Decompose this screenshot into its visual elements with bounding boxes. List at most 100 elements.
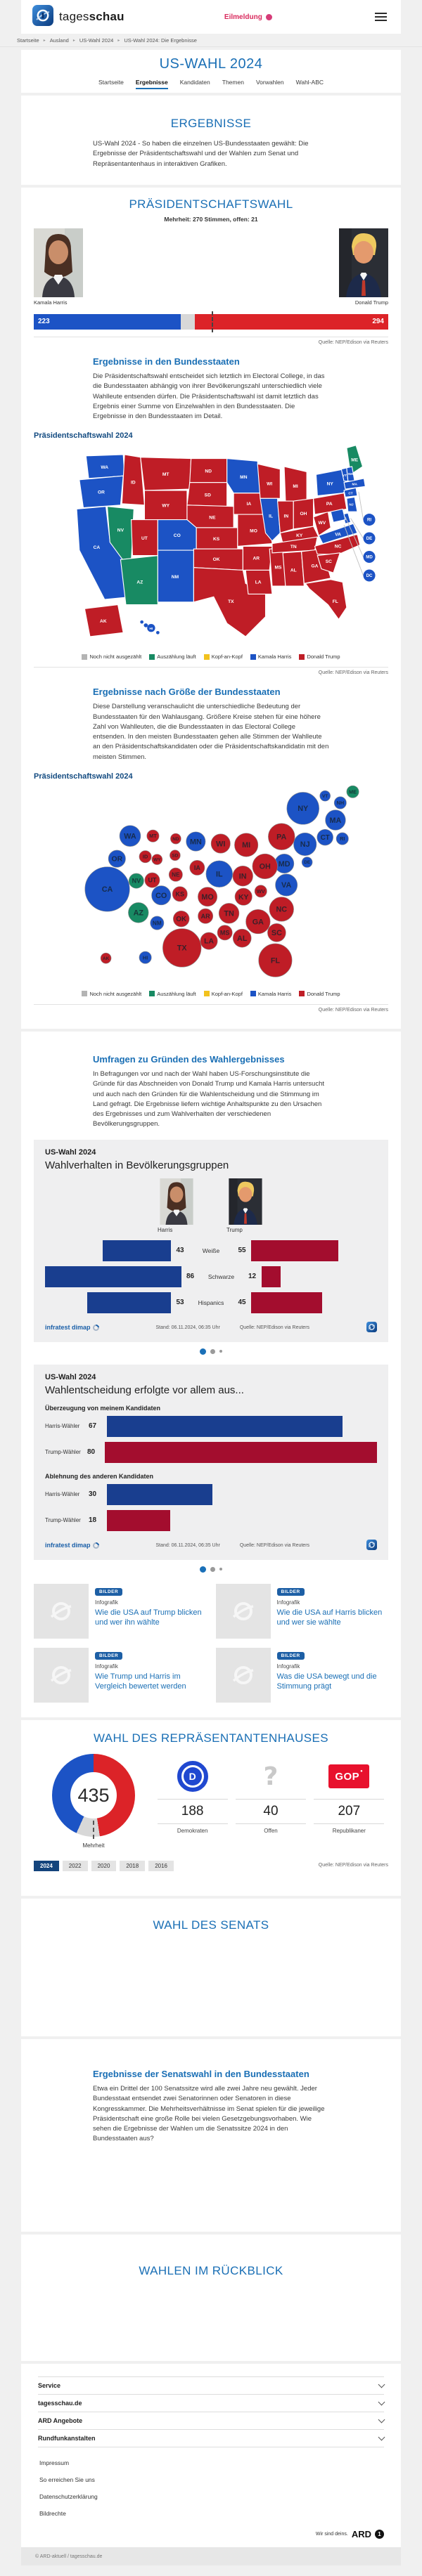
state-circle-MD[interactable] <box>363 551 376 564</box>
bubble-CT[interactable] <box>316 828 333 846</box>
teaser-card[interactable]: BILDER Infografik Was die USA bewegt und d… <box>215 1647 389 1703</box>
state-KY[interactable] <box>279 526 320 545</box>
tagesschau-logo[interactable]: tagesschau <box>32 4 124 30</box>
bubble-AR[interactable] <box>198 908 214 924</box>
breadcrumb-item[interactable]: US-Wahl 2024: Die Ergebnisse <box>124 37 197 44</box>
state-WV[interactable] <box>312 511 331 537</box>
bubble-MO[interactable] <box>198 886 218 906</box>
year-chip-2018[interactable]: 2018 <box>120 1861 146 1871</box>
bubble-NH[interactable] <box>333 796 347 809</box>
bubble-KY[interactable] <box>234 887 252 906</box>
bubble-WV[interactable] <box>254 885 267 898</box>
bubble-HI[interactable] <box>139 951 152 964</box>
bubble-PA[interactable] <box>268 823 295 850</box>
state-NJ[interactable] <box>346 497 358 513</box>
tab-vorwahlen[interactable]: Vorwahlen <box>255 79 284 86</box>
state-circle-DC[interactable] <box>363 569 376 582</box>
carousel-dot-1[interactable] <box>199 1566 206 1573</box>
state-LA[interactable] <box>245 570 273 595</box>
teaser-thumbnail[interactable] <box>34 1583 89 1639</box>
breadcrumb-item[interactable]: Ausland <box>49 37 69 44</box>
bubble-NC[interactable] <box>269 897 294 922</box>
state-OR[interactable] <box>79 475 124 509</box>
tab-wahl-abc[interactable]: Wahl-ABC <box>295 79 324 86</box>
year-chip-2024[interactable]: 2024 <box>34 1861 59 1871</box>
breadcrumb-item[interactable]: Startseite <box>17 37 39 44</box>
bubble-MT[interactable] <box>146 829 160 843</box>
teaser-title[interactable]: Wie die USA auf Harris blicken und wer s… <box>276 1608 383 1627</box>
teaser-thumbnail[interactable] <box>34 1647 89 1703</box>
state-AZ[interactable] <box>120 555 158 606</box>
bubble-RI[interactable] <box>335 832 349 845</box>
state-circle-RI[interactable] <box>363 514 376 526</box>
bubble-GA[interactable] <box>245 909 271 934</box>
state-AL[interactable] <box>282 551 305 587</box>
teaser-title[interactable]: Was die USA bewegt und die Stimmung präg… <box>276 1672 377 1691</box>
bubble-DE[interactable] <box>301 857 313 868</box>
bubble-CA[interactable] <box>84 866 130 912</box>
tab-kandidaten[interactable]: Kandidaten <box>179 79 210 86</box>
bubble-MS[interactable] <box>217 925 233 940</box>
state-CT[interactable] <box>343 487 358 498</box>
footer-accordion-ard-angebote[interactable]: ARD Angebote <box>38 2412 385 2430</box>
footer-accordion-tagesschau-de[interactable]: tagesschau.de <box>38 2395 385 2412</box>
footer-accordion-service[interactable]: Service <box>38 2377 385 2395</box>
state-WI[interactable] <box>257 463 281 500</box>
bubble-NJ[interactable] <box>293 832 317 856</box>
bubble-CO[interactable] <box>151 885 172 905</box>
carousel-dot-2[interactable] <box>210 1566 215 1572</box>
bubble-NM[interactable] <box>150 916 165 930</box>
bubble-OH[interactable] <box>252 853 278 879</box>
carousel-dot-2[interactable] <box>210 1348 215 1354</box>
bubble-IN[interactable] <box>232 865 253 887</box>
bubble-AZ[interactable] <box>128 902 149 923</box>
state-PA[interactable] <box>313 493 347 515</box>
teaser-title[interactable]: Wie die USA auf Trump blicken und wer ih… <box>95 1608 202 1627</box>
bubble-MN[interactable] <box>186 831 206 852</box>
footer-link-so-erreichen-sie-uns[interactable]: So erreichen Sie uns <box>39 2476 95 2483</box>
bubble-ND[interactable] <box>170 833 181 845</box>
menu-icon[interactable] <box>372 10 390 24</box>
footer-link-bildrechte[interactable]: Bildrechte <box>39 2510 66 2517</box>
bubble-VA[interactable] <box>275 873 298 897</box>
bubble-ME[interactable] <box>346 785 359 798</box>
bubble-OK[interactable] <box>173 910 190 928</box>
state-MA[interactable] <box>343 478 366 490</box>
bubble-WA[interactable] <box>119 825 141 847</box>
bubble-SD[interactable] <box>170 850 181 861</box>
tab-startseite[interactable]: Startseite <box>98 79 124 86</box>
breaking-news-link[interactable]: Eilmeldung <box>224 13 272 21</box>
teaser-thumbnail[interactable] <box>215 1583 271 1639</box>
bubble-AL[interactable] <box>232 928 252 948</box>
carousel-dot-3[interactable] <box>219 1349 223 1353</box>
bubble-NV[interactable] <box>128 873 144 889</box>
state-circle-DE[interactable] <box>363 532 376 545</box>
footer-link-datenschutzerkl-rung[interactable]: Datenschutzerklärung <box>39 2493 98 2500</box>
state-IL[interactable] <box>260 497 281 542</box>
year-chip-2020[interactable]: 2020 <box>91 1861 117 1871</box>
teaser-card[interactable]: BILDER Infografik Wie Trump und Harris im … <box>34 1647 207 1703</box>
bubble-SC[interactable] <box>267 923 286 942</box>
carousel-dot-3[interactable] <box>219 1567 223 1571</box>
state-VA[interactable] <box>318 523 358 545</box>
state-FL[interactable] <box>305 579 347 620</box>
teaser-card[interactable]: BILDER Infografik Wie die USA auf Trump bl… <box>34 1583 207 1639</box>
bubble-TX[interactable] <box>162 928 202 968</box>
bubble-KS[interactable] <box>172 886 188 902</box>
bubble-TN[interactable] <box>218 902 240 924</box>
tab-ergebnisse[interactable]: Ergebnisse <box>135 79 168 89</box>
bubble-MI[interactable] <box>234 833 259 857</box>
state-MD[interactable] <box>330 509 346 523</box>
bubble-VT[interactable] <box>319 790 331 802</box>
footer-link-impressum[interactable]: Impressum <box>39 2459 70 2466</box>
state-SC[interactable] <box>316 552 341 574</box>
breadcrumb-item[interactable]: US-Wahl 2024 <box>79 37 114 44</box>
year-chip-2016[interactable]: 2016 <box>148 1861 174 1871</box>
bubble-ID[interactable] <box>139 850 152 863</box>
footer-accordion-rundfunkanstalten[interactable]: Rundfunkanstalten <box>38 2430 385 2447</box>
bubble-OR[interactable] <box>108 850 126 868</box>
bubble-MA[interactable] <box>325 809 346 831</box>
bubble-UT[interactable] <box>144 872 160 888</box>
bubble-NE[interactable] <box>168 867 183 882</box>
bubble-IL[interactable] <box>205 860 233 887</box>
